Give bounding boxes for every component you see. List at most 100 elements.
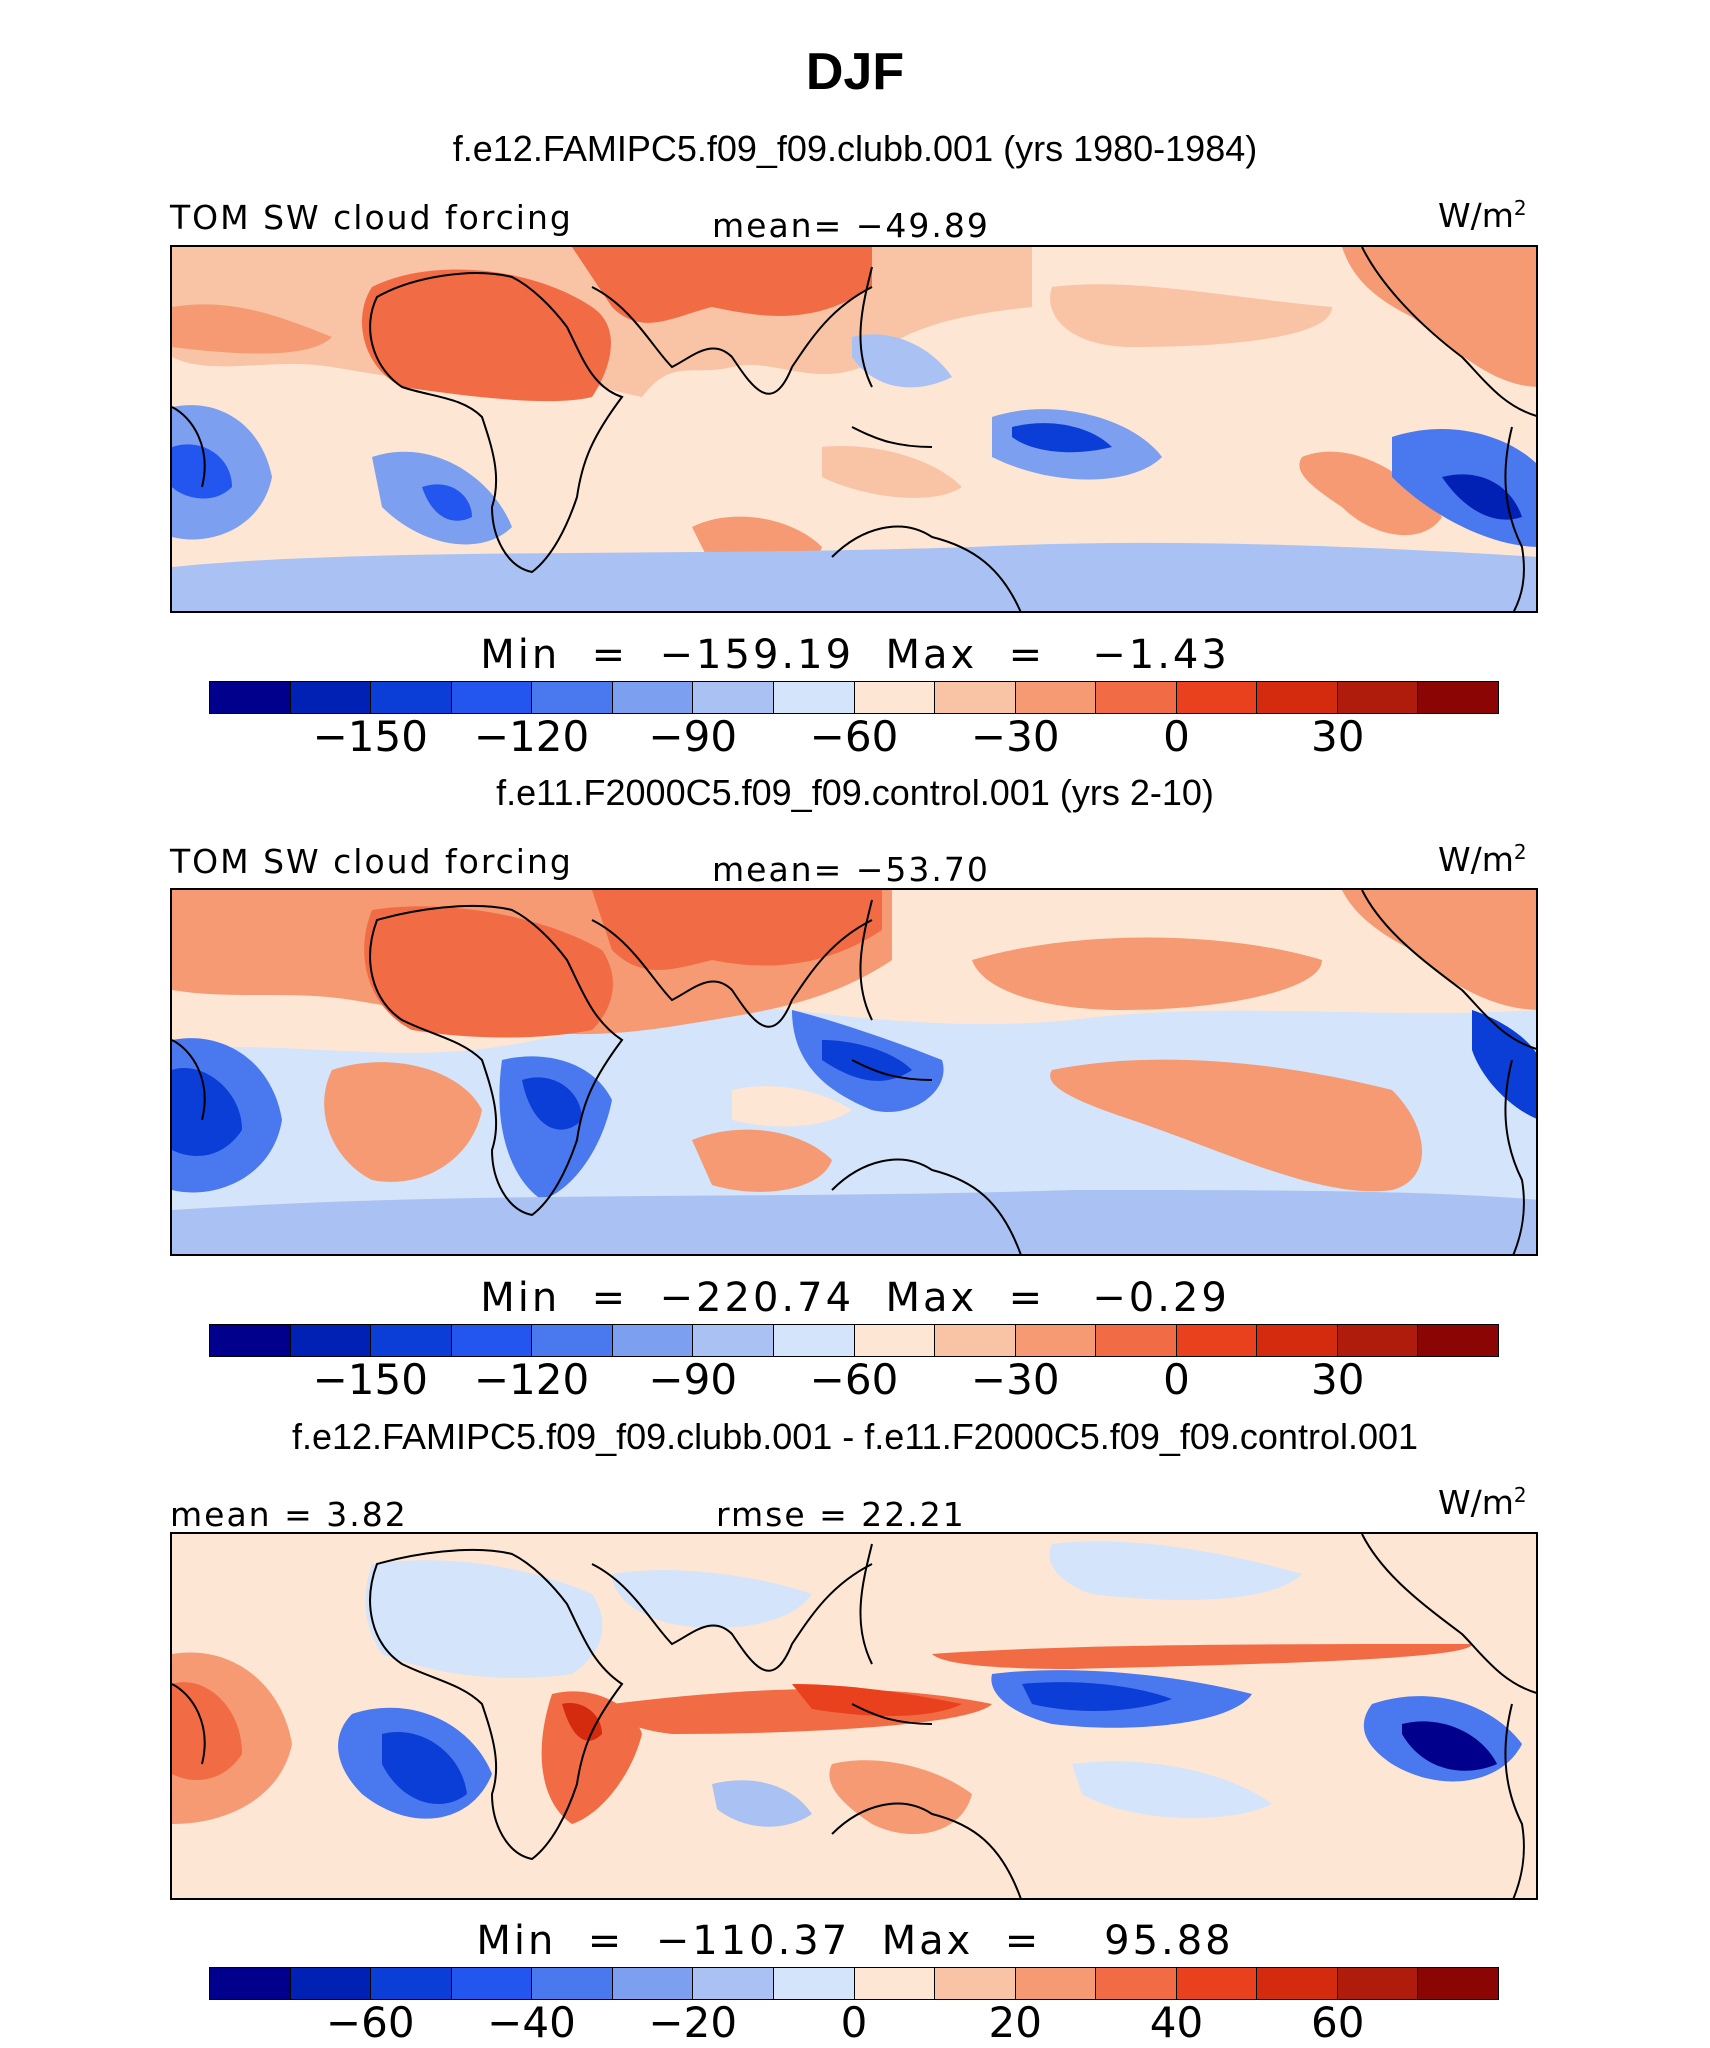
panel-3-colorbar-cell [1015, 1968, 1097, 1999]
panel-3-colorbar-cell [1418, 1968, 1498, 1999]
panel-2-colorbar-cell [210, 1325, 291, 1356]
panel-2-south-atlantic-high [324, 1062, 482, 1182]
panel-3-pacific-north-low [1049, 1541, 1302, 1600]
panel-3-tick-label: 0 [840, 1998, 868, 2047]
panel-2-colorbar-cell [1176, 1325, 1258, 1356]
panel-3-colorbar-cell [1176, 1968, 1258, 1999]
panel-3-colorbar-cell [854, 1968, 936, 1999]
panel-3-tick-label: −60 [325, 1998, 415, 2047]
panel-1-colorbar-cell [210, 682, 291, 713]
panel-2-tick-label: 30 [1311, 1355, 1365, 1404]
panel-2-tick-label: 0 [1163, 1355, 1190, 1404]
panel-1-south-atlantic-core [422, 484, 472, 521]
panel-2-colorbar-cell [1337, 1325, 1419, 1356]
panel-2-asia-high [592, 890, 882, 970]
panel-2-colorbar-cell [854, 1325, 936, 1356]
panel-1-colorbar-cell [1337, 682, 1419, 713]
panel-2-case-title: f.e11.F2000C5.f09_f09.control.001 (yrs 2… [496, 772, 1214, 813]
panel-3-pacific-core [1022, 1682, 1172, 1711]
panel-1-colorbar-cell [854, 682, 936, 713]
panel-1-map-svg [172, 247, 1536, 611]
panel-2-tick-label: −150 [312, 1355, 428, 1404]
panel-2-coastlines [172, 890, 1536, 1254]
panel-2-colorbar-cell [935, 1325, 1016, 1356]
panel-2-pacific-north-high [972, 937, 1322, 1010]
panel-3-colorbar-cell [532, 1968, 613, 1999]
panel-3-arabia-low [612, 1570, 812, 1628]
panel-3-colorbar-cell [1337, 1968, 1419, 1999]
panel-2-pacific-south-high [1050, 1059, 1422, 1192]
panel-1-indian-patch [822, 446, 962, 498]
panel-1-colorbar-cell [371, 682, 452, 713]
panel-1-colorbar-cell [1015, 682, 1097, 713]
panel-1-mean-label: mean= −49.89 [712, 206, 990, 245]
panel-1-colorbar-cell [693, 682, 774, 713]
panel-2-colorbar-cell [693, 1325, 774, 1356]
panel-3-colorbar-ticks: −60 −40 −20 0 20 40 60 [209, 1998, 1499, 2048]
panel-1-coastlines [172, 247, 1536, 611]
panel-2-tick-label: −120 [473, 1355, 590, 1404]
panel-3-tick-label: −20 [648, 1998, 738, 2047]
panel-1-asia-high [572, 247, 872, 323]
panel-1-colorbar-cell [935, 682, 1016, 713]
panel-3-case-title: f.e12.FAMIPC5.f09_f09.clubb.001 - f.e11.… [291, 1416, 1419, 1457]
panel-1-colorbar-cell [532, 682, 613, 713]
panel-2-maritime-core [822, 1040, 912, 1081]
panel-3-colorbar-cell [371, 1968, 452, 1999]
panel-1-colorbar-cell [773, 682, 855, 713]
panel-3-itcz-pacific [932, 1644, 1472, 1669]
panel-3-colorbar-cell [290, 1968, 372, 1999]
panel-2-indian-patch [732, 1086, 852, 1127]
panel-2-mean-label: mean= −53.70 [712, 850, 990, 889]
panel-3-maritime-high [792, 1684, 962, 1716]
panel-2-tick-label: −60 [809, 1355, 899, 1404]
panel-3-map-svg [172, 1534, 1536, 1898]
panel-1-south-america-core [172, 444, 232, 499]
panel-1-colorbar-cell [1096, 682, 1177, 713]
panel-2-colorbar-cell [371, 1325, 452, 1356]
figure-title: DJF [805, 43, 905, 101]
panel-2-colorbar-cell [773, 1325, 855, 1356]
panel-3-south-america-core [172, 1682, 242, 1780]
panel-1-tick-label: −90 [648, 712, 738, 761]
panel-2-indian-south-high [692, 1129, 832, 1192]
panel-2-tick-label: −30 [970, 1355, 1060, 1404]
panel-3-mean-label: mean = 3.82 [170, 1495, 408, 1534]
panel-3-africa-high [541, 1691, 642, 1824]
panel-1-sahara-high [362, 269, 611, 402]
panel-3-map [170, 1532, 1538, 1900]
panel-2-colorbar-cell [1418, 1325, 1498, 1356]
panel-1-america-north [1342, 247, 1536, 387]
panel-1-pacific-south-high [1299, 451, 1442, 536]
panel-2-colorbar-cell [1257, 1325, 1338, 1356]
panel-3-colorbar-cell [935, 1968, 1016, 1999]
panel-1-colorbar-ticks: −150 −120 −90 −60 −30 0 30 [209, 712, 1499, 762]
panel-1-china-low [852, 334, 952, 388]
panel-2-units: W/m2 [1438, 840, 1527, 879]
panel-3-colorbar-cell [1096, 1968, 1177, 1999]
panel-2-south-america-core [172, 1068, 242, 1156]
panel-2-colorbar-ticks: −150 −120 −90 −60 −30 0 30 [209, 1355, 1499, 1405]
panel-1-case-title: f.e12.FAMIPC5.f09_f09.clubb.001 (yrs 198… [452, 128, 1258, 169]
panel-3-colorbar-cell [693, 1968, 774, 1999]
panel-2-colorbar-cell [612, 1325, 694, 1356]
panel-3-sahara-low [365, 1560, 603, 1678]
panel-1-tick-label: 30 [1311, 712, 1365, 761]
panel-2-colorbar-cell [1015, 1325, 1097, 1356]
panel-1-colorbar-cell [1257, 682, 1338, 713]
panel-3-colorbar-cell [773, 1968, 855, 1999]
panel-1-colorbar-cell [612, 682, 694, 713]
panel-1-maritime-core [1012, 423, 1112, 453]
panel-1-colorbar-cell [1176, 682, 1258, 713]
panel-1-map [170, 245, 1538, 613]
panel-3-peru-core [1402, 1721, 1497, 1771]
panel-2-variable-label: TOM SW cloud forcing [170, 842, 573, 881]
panel-2-tick-label: −90 [648, 1355, 738, 1404]
panel-2-min-max: Min = −220.74 Max = −0.29 [480, 1275, 1230, 1321]
panel-1-tick-label: −150 [312, 712, 428, 761]
panel-1-pacific-north [1050, 284, 1332, 347]
panel-2-america-low [1472, 1010, 1536, 1119]
panel-1-min-max: Min = −159.19 Max = −1.43 [480, 632, 1230, 678]
panel-3-colorbar-cell [612, 1968, 694, 1999]
panel-3-colorbar-cell [210, 1968, 291, 1999]
